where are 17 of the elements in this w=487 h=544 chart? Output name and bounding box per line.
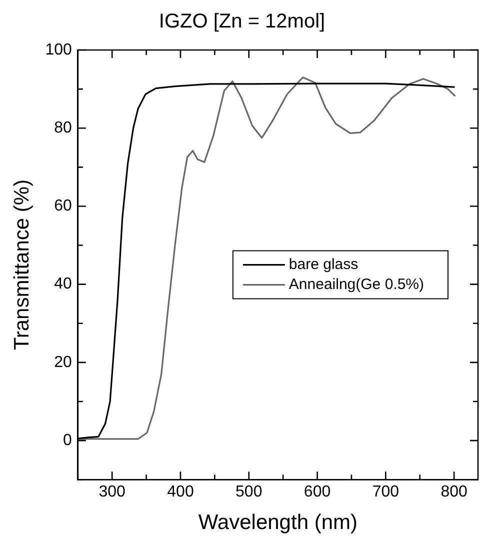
chart-title: IGZO [Zn = 12mol] <box>158 10 326 33</box>
legend-label: bare glass <box>288 256 358 273</box>
y-tick-label: 80 <box>54 120 72 137</box>
y-axis-title: Transmittance (%) <box>10 179 34 350</box>
x-tick-label: 300 <box>98 484 126 501</box>
y-tick-label: 60 <box>54 198 72 215</box>
x-tick-label: 800 <box>440 484 468 501</box>
x-tick-label: 500 <box>236 484 262 501</box>
y-tick-label: 100 <box>45 41 72 58</box>
y-tick-label: 0 <box>62 432 72 449</box>
legend-label: Anneailng(Ge 0.5%) <box>288 276 424 293</box>
x-axis-title: Wavelength (nm) <box>198 511 358 534</box>
y-tick-label: 40 <box>54 276 72 293</box>
x-tick-label: 600 <box>304 484 331 501</box>
x-tick-label: 700 <box>372 484 400 501</box>
x-tick-label: 400 <box>167 484 194 501</box>
y-tick-label: 20 <box>54 354 72 371</box>
